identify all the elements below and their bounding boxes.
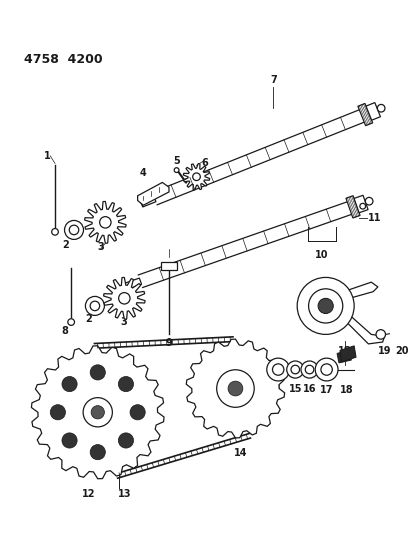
Circle shape	[69, 225, 79, 235]
Circle shape	[130, 405, 145, 420]
Circle shape	[50, 405, 65, 420]
Circle shape	[83, 398, 112, 427]
Polygon shape	[183, 164, 210, 190]
Polygon shape	[366, 102, 380, 120]
Polygon shape	[354, 195, 368, 213]
Text: 2: 2	[85, 314, 92, 324]
Circle shape	[64, 221, 84, 239]
Circle shape	[118, 376, 133, 392]
Text: 4758  4200: 4758 4200	[24, 53, 102, 66]
Polygon shape	[152, 110, 364, 205]
Circle shape	[228, 381, 243, 396]
Circle shape	[100, 216, 111, 228]
Circle shape	[315, 358, 338, 381]
Circle shape	[90, 445, 105, 460]
Polygon shape	[138, 202, 352, 287]
Text: 13: 13	[118, 489, 131, 499]
Polygon shape	[340, 311, 385, 344]
Circle shape	[305, 365, 314, 374]
Circle shape	[62, 376, 77, 392]
Text: 16: 16	[303, 384, 316, 393]
Text: 4: 4	[140, 168, 147, 178]
Text: 10: 10	[315, 250, 329, 260]
Polygon shape	[337, 351, 351, 363]
Text: 12: 12	[82, 489, 95, 499]
Polygon shape	[137, 182, 169, 205]
Text: 6: 6	[202, 158, 208, 168]
Text: 15: 15	[288, 384, 302, 393]
Circle shape	[301, 361, 318, 378]
Circle shape	[91, 406, 104, 419]
Circle shape	[267, 358, 290, 381]
Text: 14: 14	[233, 448, 247, 458]
Polygon shape	[186, 339, 285, 438]
Polygon shape	[335, 282, 378, 300]
Polygon shape	[358, 103, 373, 126]
Polygon shape	[346, 196, 360, 218]
Circle shape	[90, 301, 100, 311]
Circle shape	[377, 104, 385, 112]
Text: 3: 3	[120, 317, 127, 327]
Circle shape	[118, 433, 133, 448]
Circle shape	[365, 197, 373, 205]
Text: 8: 8	[61, 326, 68, 336]
Text: 18: 18	[340, 385, 353, 395]
Circle shape	[273, 364, 284, 375]
Circle shape	[90, 365, 105, 380]
Circle shape	[297, 277, 354, 334]
Circle shape	[62, 433, 77, 448]
Circle shape	[291, 365, 299, 374]
Circle shape	[52, 229, 58, 235]
Polygon shape	[104, 277, 145, 319]
Circle shape	[119, 293, 130, 304]
Polygon shape	[31, 346, 164, 479]
Bar	[162, 262, 177, 270]
Circle shape	[287, 361, 304, 378]
Text: 1: 1	[275, 385, 282, 395]
Circle shape	[217, 370, 254, 407]
Circle shape	[174, 168, 179, 173]
Circle shape	[193, 173, 200, 181]
Text: 2: 2	[62, 240, 69, 250]
Polygon shape	[119, 285, 125, 290]
Text: 20: 20	[395, 346, 408, 357]
Text: 19: 19	[378, 346, 391, 357]
Circle shape	[68, 319, 75, 325]
Polygon shape	[123, 278, 142, 290]
Polygon shape	[140, 196, 156, 207]
Circle shape	[360, 204, 366, 209]
Circle shape	[321, 364, 333, 375]
Circle shape	[318, 298, 333, 313]
Polygon shape	[340, 346, 356, 362]
Text: 1: 1	[44, 151, 50, 161]
Circle shape	[376, 329, 386, 339]
Polygon shape	[84, 201, 126, 243]
Text: 11: 11	[368, 213, 382, 223]
Circle shape	[308, 289, 343, 323]
Text: 17: 17	[320, 385, 333, 395]
Text: 3: 3	[97, 242, 104, 252]
Text: 7: 7	[270, 75, 277, 85]
Text: 5: 5	[173, 156, 180, 166]
Text: 18: 18	[338, 345, 351, 356]
Text: 9: 9	[166, 338, 172, 348]
Circle shape	[394, 327, 404, 336]
Circle shape	[85, 296, 104, 316]
